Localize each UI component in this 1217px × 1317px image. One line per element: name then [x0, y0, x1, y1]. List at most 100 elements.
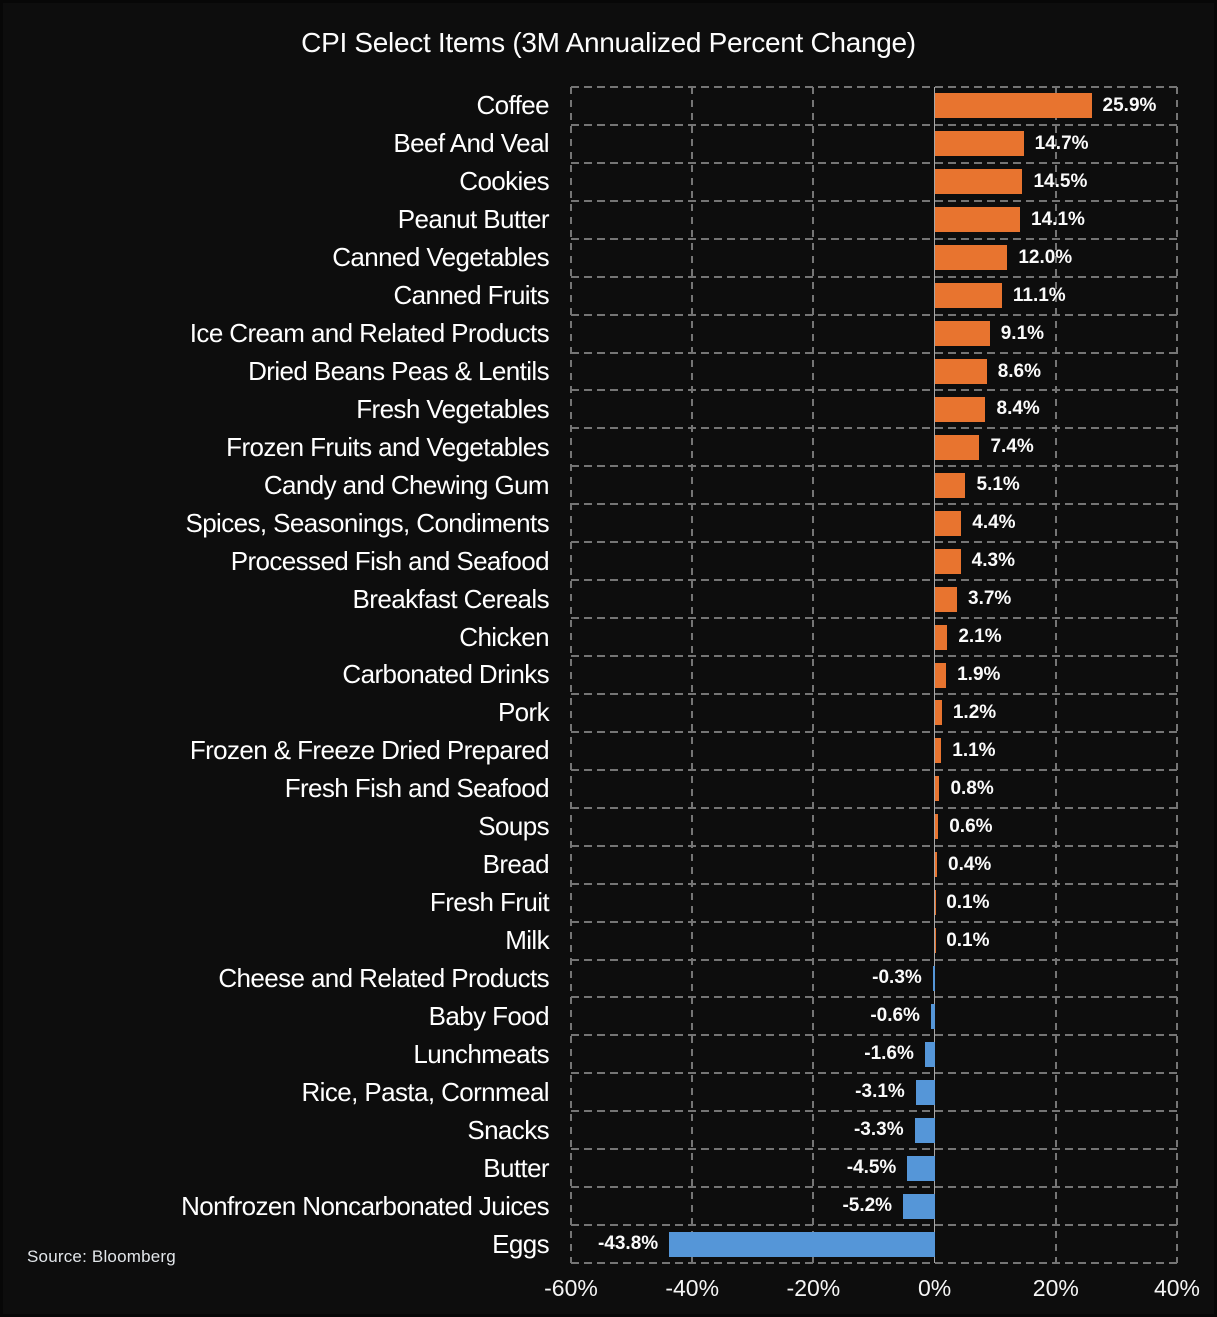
bar	[934, 852, 938, 878]
gridline-horizontal	[571, 427, 1177, 430]
category-label: Fresh Vegetables	[356, 393, 549, 424]
gridline-horizontal	[571, 692, 1177, 695]
gridline-vertical	[1054, 87, 1057, 1263]
gridline-vertical	[691, 87, 694, 1263]
category-label: Cookies	[459, 166, 549, 197]
category-label: Butter	[483, 1152, 549, 1183]
category-label: Pork	[497, 697, 550, 728]
bar	[934, 472, 966, 498]
value-label: 4.4%	[972, 512, 1016, 534]
category-label: Rice, Pasta, Cornmeal	[301, 1076, 549, 1107]
x-tick-label: 40%	[1153, 1275, 1201, 1301]
gridline-horizontal	[571, 1148, 1177, 1151]
value-label: -3.1%	[855, 1081, 905, 1103]
value-label: 1.1%	[952, 739, 996, 761]
category-label: Breakfast Cereals	[352, 583, 550, 614]
bar	[934, 510, 962, 536]
category-label: Carbonated Drinks	[342, 659, 549, 690]
bar	[934, 738, 942, 764]
value-label: 0.8%	[950, 777, 994, 799]
bar	[934, 359, 987, 385]
gridline-horizontal	[571, 844, 1177, 847]
value-label: 7.4%	[990, 436, 1034, 458]
value-label: 5.1%	[976, 474, 1020, 496]
gridline-horizontal	[571, 1110, 1177, 1113]
gridline-horizontal	[571, 958, 1177, 961]
value-label: 25.9%	[1102, 94, 1157, 116]
bar	[934, 662, 947, 688]
gridline-horizontal	[571, 996, 1177, 999]
gridline-horizontal	[571, 617, 1177, 620]
value-label: -4.5%	[846, 1157, 897, 1179]
category-label: Frozen Fruits and Vegetables	[226, 431, 549, 462]
value-label: 1.2%	[952, 701, 997, 723]
value-label: 12.0%	[1018, 246, 1073, 268]
gridline-horizontal	[571, 123, 1177, 126]
category-label: Coffee	[476, 90, 549, 121]
gridline-horizontal	[571, 389, 1177, 392]
gridline-horizontal	[571, 730, 1177, 733]
gridline-horizontal	[571, 1034, 1177, 1037]
bar	[934, 548, 961, 574]
category-label: Candy and Chewing Gum	[263, 469, 550, 500]
bar	[932, 965, 935, 991]
bar	[924, 1041, 935, 1067]
bar	[669, 1231, 935, 1257]
category-label: Chicken	[459, 621, 549, 652]
gridline-horizontal	[571, 199, 1177, 202]
value-label: 8.4%	[996, 398, 1040, 420]
x-tick-label: 0%	[917, 1275, 952, 1301]
x-tick-label: 20%	[1032, 1275, 1079, 1301]
value-label: -0.3%	[872, 967, 922, 989]
bar	[934, 890, 936, 916]
gridline-horizontal	[571, 465, 1177, 468]
category-label: Canned Vegetables	[332, 242, 549, 273]
value-label: 3.7%	[968, 588, 1012, 610]
gridline-horizontal	[571, 768, 1177, 771]
gridline-vertical	[570, 87, 572, 1263]
category-label: Cheese and Related Products	[218, 962, 549, 993]
x-tick-label: -20%	[786, 1275, 841, 1301]
value-label: 1.9%	[957, 664, 1001, 685]
gridline-horizontal	[571, 882, 1177, 885]
value-label: -5.2%	[842, 1195, 893, 1217]
value-label: 14.1%	[1031, 208, 1085, 230]
value-label: 8.6%	[997, 360, 1042, 382]
value-label: 9.1%	[1000, 322, 1045, 344]
category-label: Fresh Fruit	[429, 887, 550, 918]
bar	[934, 586, 958, 612]
gridline-vertical	[1176, 87, 1178, 1263]
gridline-horizontal	[571, 237, 1177, 240]
gridline-horizontal	[571, 161, 1177, 164]
category-label: Beef And Veal	[393, 128, 549, 159]
bar	[930, 1003, 935, 1029]
category-label: Ice Cream and Related Products	[189, 318, 550, 349]
bar	[934, 396, 986, 422]
value-label: 2.1%	[958, 626, 1002, 648]
bar	[907, 1155, 935, 1181]
gridline-horizontal	[571, 1186, 1177, 1189]
category-label: Soups	[478, 811, 549, 842]
x-tick-label: -60%	[544, 1275, 598, 1301]
gridline-horizontal	[571, 503, 1177, 506]
gridline-horizontal	[571, 275, 1177, 278]
bar	[934, 434, 980, 460]
value-label: 0.1%	[946, 929, 990, 951]
gridline-horizontal	[571, 579, 1177, 582]
value-label: 0.4%	[948, 853, 992, 875]
bar	[915, 1079, 935, 1105]
category-label: Nonfrozen Noncarbonated Juices	[181, 1190, 550, 1221]
gridline-horizontal	[571, 313, 1177, 316]
value-label: 11.1%	[1012, 284, 1066, 306]
gridline-horizontal	[571, 1224, 1177, 1227]
category-label: Baby Food	[428, 1000, 550, 1031]
bar	[903, 1193, 935, 1219]
category-label: Dried Beans Peas & Lentils	[248, 356, 550, 386]
bar	[934, 321, 990, 347]
value-label: -0.6%	[870, 1005, 920, 1027]
category-label: Frozen & Freeze Dried Prepared	[189, 735, 550, 766]
source-note: Source: Bloomberg	[27, 1247, 176, 1266]
category-label: Canned Fruits	[393, 280, 550, 311]
gridline-horizontal	[571, 1262, 1177, 1264]
